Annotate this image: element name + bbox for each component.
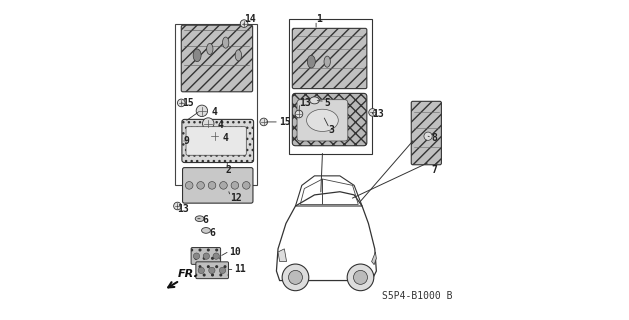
Text: FR.: FR. [177, 269, 198, 279]
Text: 4: 4 [223, 133, 228, 143]
Ellipse shape [309, 97, 320, 104]
Circle shape [282, 264, 309, 291]
Circle shape [177, 99, 185, 107]
Text: 12: 12 [230, 193, 242, 203]
Circle shape [174, 202, 181, 210]
Text: 6: 6 [209, 228, 215, 238]
Circle shape [260, 118, 267, 126]
Circle shape [424, 132, 432, 140]
Circle shape [193, 253, 199, 259]
Circle shape [220, 267, 226, 274]
FancyBboxPatch shape [411, 101, 442, 165]
Circle shape [209, 131, 220, 142]
Circle shape [369, 108, 376, 116]
Ellipse shape [195, 216, 204, 221]
Circle shape [203, 118, 214, 129]
Text: 14: 14 [244, 14, 256, 24]
Circle shape [220, 181, 227, 189]
Text: 7: 7 [431, 164, 437, 174]
Circle shape [231, 181, 238, 189]
Text: 15: 15 [279, 117, 291, 127]
Text: 13: 13 [372, 109, 384, 119]
Text: 10: 10 [230, 247, 242, 257]
Circle shape [243, 181, 250, 189]
Ellipse shape [308, 55, 315, 68]
Text: 2: 2 [225, 164, 231, 174]
Polygon shape [372, 252, 376, 265]
Ellipse shape [207, 44, 213, 54]
Circle shape [213, 253, 220, 259]
FancyBboxPatch shape [191, 248, 221, 264]
Ellipse shape [324, 56, 330, 67]
Text: 5: 5 [324, 98, 330, 108]
Circle shape [196, 105, 208, 116]
Ellipse shape [306, 109, 338, 132]
Circle shape [198, 267, 204, 274]
Ellipse shape [193, 49, 201, 62]
Text: 6: 6 [203, 215, 209, 225]
Text: 8: 8 [432, 133, 438, 143]
FancyBboxPatch shape [196, 262, 228, 279]
Text: 11: 11 [235, 264, 247, 275]
Ellipse shape [223, 37, 229, 48]
Text: 13: 13 [299, 98, 311, 108]
Ellipse shape [235, 50, 242, 61]
FancyBboxPatch shape [186, 127, 247, 155]
Text: 15: 15 [182, 98, 194, 108]
Polygon shape [278, 249, 287, 261]
Text: 1: 1 [316, 14, 322, 24]
Text: 4: 4 [211, 108, 217, 117]
Text: 4: 4 [218, 120, 224, 130]
Circle shape [289, 270, 303, 284]
Text: 9: 9 [184, 136, 190, 146]
Circle shape [203, 253, 209, 259]
Text: 13: 13 [177, 204, 189, 214]
Circle shape [208, 181, 216, 189]
Circle shape [353, 270, 367, 284]
Circle shape [197, 181, 204, 189]
FancyBboxPatch shape [181, 25, 253, 92]
FancyBboxPatch shape [182, 119, 253, 163]
Text: S5P4-B1000 B: S5P4-B1000 B [382, 291, 453, 301]
Circle shape [186, 181, 193, 189]
FancyBboxPatch shape [297, 100, 348, 141]
Circle shape [295, 110, 303, 118]
Ellipse shape [201, 228, 211, 233]
Circle shape [347, 264, 374, 291]
FancyBboxPatch shape [182, 168, 253, 203]
FancyBboxPatch shape [292, 28, 367, 89]
Circle shape [209, 267, 215, 274]
FancyBboxPatch shape [292, 93, 367, 146]
Circle shape [240, 20, 248, 28]
Text: 3: 3 [329, 125, 335, 135]
